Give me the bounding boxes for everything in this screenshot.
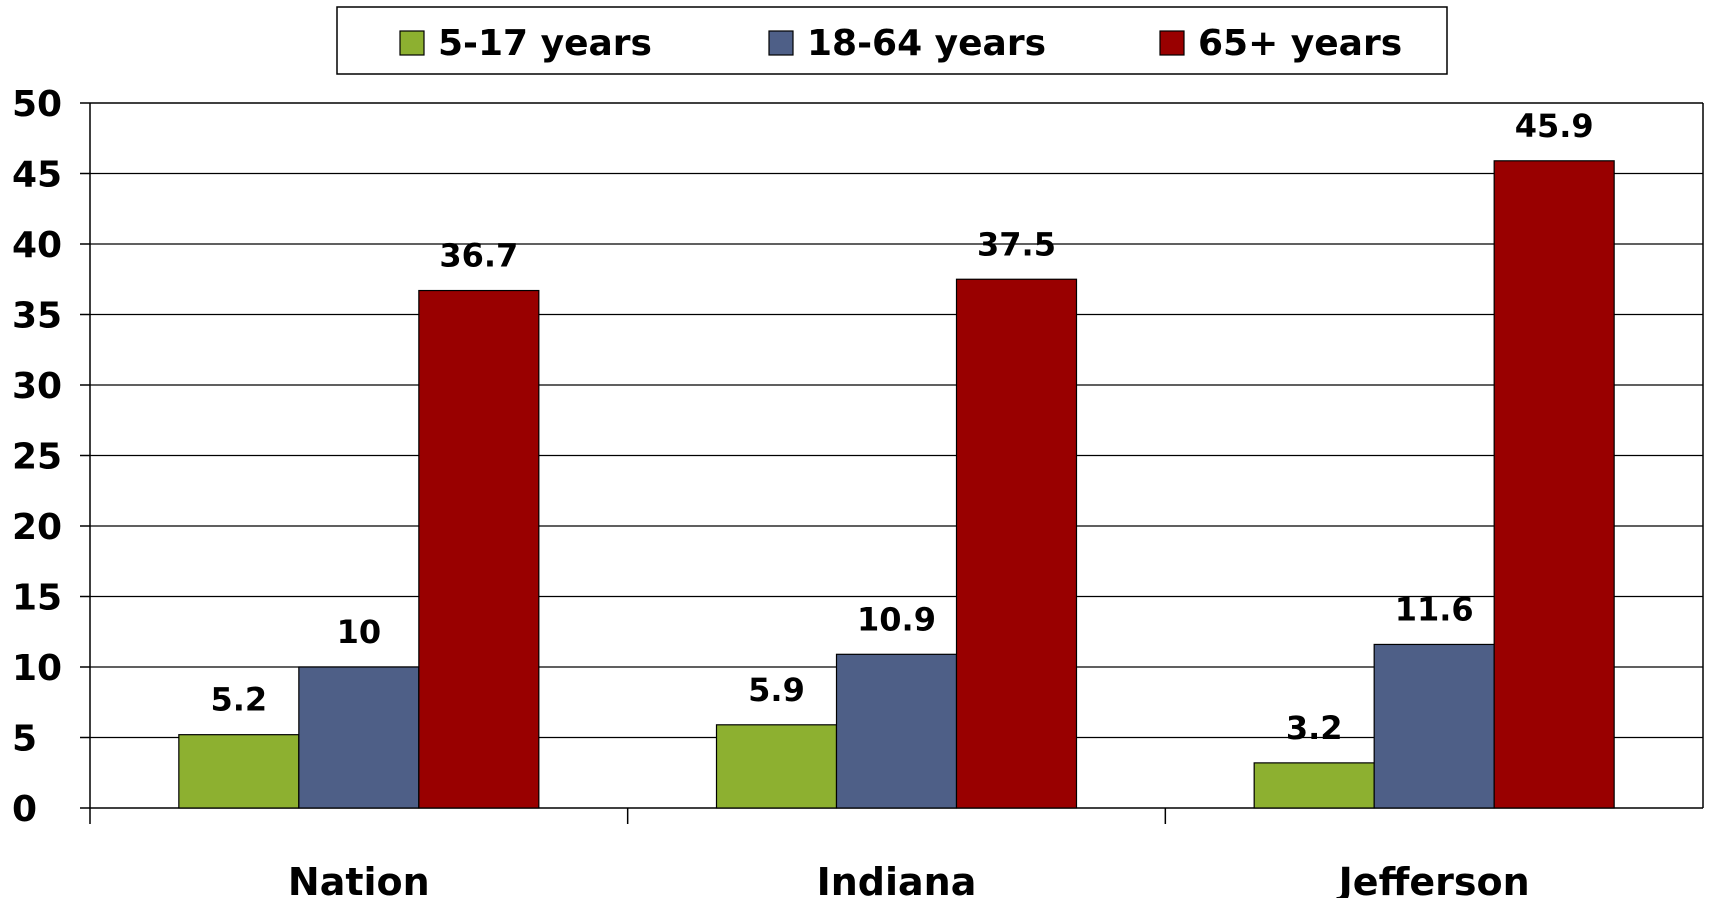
data-label: 10 (337, 613, 382, 651)
legend-label: 5-17 years (438, 23, 652, 64)
y-tick-label: 30 (12, 366, 62, 407)
bar-18-64-years (1373, 643, 1495, 809)
y-tick-label: 35 (12, 296, 62, 337)
legend-box (336, 6, 1448, 75)
data-labels: 5.2 10 36.7 5.9 10.9 37.5 3.2 11.6 45.9 (210, 107, 1593, 747)
y-tick-label: 5 (12, 719, 37, 760)
y-tick-label: 45 (12, 155, 62, 196)
bars (178, 160, 1615, 809)
legend-label: 18-64 years (807, 23, 1046, 64)
bar-65-years (418, 289, 540, 809)
y-tick-label: 10 (12, 648, 62, 689)
y-tick-label: 15 (12, 578, 62, 619)
bar-18-64-years (298, 666, 420, 809)
legend-swatch (1159, 30, 1185, 56)
bar-18-64-years (835, 653, 958, 809)
bar-5-17-years (1253, 762, 1375, 809)
y-tick-label: 20 (12, 507, 62, 548)
y-tick-label: 40 (12, 225, 62, 266)
data-label: 3.2 (1286, 709, 1343, 747)
bar-5-17-years (178, 734, 300, 809)
data-label: 11.6 (1395, 590, 1474, 628)
x-tick-label: Jefferson (1336, 860, 1530, 898)
y-tick-label: 0 (12, 789, 37, 830)
data-label: 45.9 (1515, 107, 1594, 145)
legend-swatch (768, 30, 794, 56)
legend-swatch (399, 30, 425, 56)
bar-5-17-years (715, 724, 838, 809)
data-label: 5.9 (748, 671, 805, 709)
data-label: 37.5 (977, 225, 1056, 263)
y-tick-label: 50 (12, 84, 62, 125)
legend: 5-17 years 18-64 years 65+ years (336, 6, 1448, 75)
bar-65-years (955, 278, 1078, 809)
x-tick-label: Nation (288, 860, 430, 898)
data-label: 10.9 (857, 600, 936, 638)
data-label: 5.2 (210, 681, 267, 719)
data-label: 36.7 (439, 237, 518, 275)
x-tick-label: Indiana (817, 860, 977, 898)
y-tick-label: 25 (12, 437, 62, 478)
bar-65-years (1493, 160, 1615, 809)
legend-label: 65+ years (1198, 23, 1402, 64)
